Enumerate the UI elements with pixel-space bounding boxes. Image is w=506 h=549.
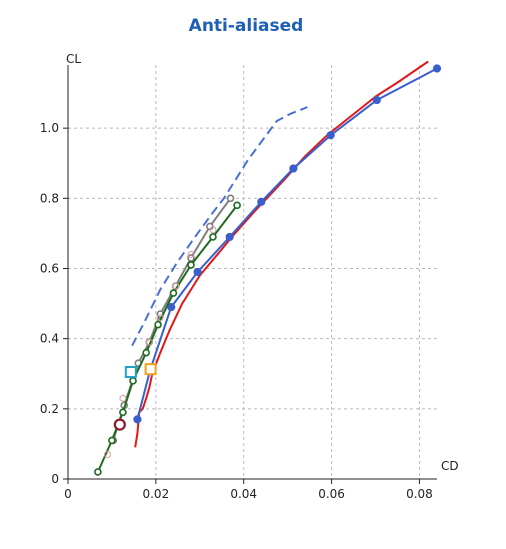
series-point-2 — [372, 95, 381, 105]
series-point-4 — [108, 436, 116, 445]
series-point-4 — [233, 201, 241, 210]
series-point-3 — [226, 194, 235, 203]
y-tick-label: 0.6 — [40, 261, 59, 275]
y-axis-label: CL — [66, 52, 81, 66]
scatter-point — [104, 450, 112, 458]
series-point-3 — [187, 254, 195, 262]
series-point-4 — [209, 233, 217, 241]
series-point-2 — [193, 267, 202, 277]
y-tick-label: 0.8 — [40, 191, 59, 205]
series-point-2 — [289, 164, 298, 173]
x-tick-label: 0.08 — [406, 487, 433, 501]
y-tick-label: 0 — [51, 472, 59, 486]
scatter-point — [156, 314, 164, 322]
series-point-4 — [129, 376, 137, 385]
series-point-4 — [169, 289, 178, 297]
series-point-4 — [94, 468, 102, 476]
x-tick-label: 0 — [64, 487, 72, 501]
circle-marker — [113, 418, 126, 431]
y-tick-label: 0.2 — [40, 402, 59, 416]
series-point-2 — [432, 64, 442, 73]
scatter-point — [119, 394, 127, 402]
x-tick-label: 0.06 — [318, 487, 345, 501]
series-point-4 — [142, 348, 150, 357]
series-point-2 — [257, 197, 266, 206]
series-point-4 — [119, 408, 127, 417]
scatter-point — [209, 226, 217, 234]
y-tick-label: 1.0 — [40, 121, 59, 135]
series-point-4 — [154, 320, 162, 329]
square-marker — [144, 363, 157, 376]
axes: 0 0.02 0.04 0.06 0.08 0 0.2 0.4 0.6 0.8 1.0 — [40, 65, 437, 501]
x-tick-label: 0.02 — [142, 487, 169, 501]
series-line-2 — [136, 67, 438, 420]
x-axis-label: CD — [441, 459, 459, 473]
series-point-2 — [326, 131, 335, 140]
grid — [68, 65, 437, 479]
square-marker — [124, 365, 137, 378]
scatter-point — [145, 338, 153, 346]
series-point-4 — [187, 261, 195, 269]
series-point-2 — [225, 232, 234, 242]
series-line-0 — [131, 106, 308, 347]
y-tick-label: 0.4 — [40, 332, 59, 346]
chart-title: Anti-aliased — [189, 16, 304, 36]
series-line-1 — [134, 60, 429, 448]
scatter-point — [187, 250, 195, 258]
x-tick-label: 0.04 — [230, 487, 257, 501]
marker-layer — [104, 226, 217, 458]
scatter-point — [172, 282, 180, 290]
series-point-2 — [133, 415, 142, 424]
